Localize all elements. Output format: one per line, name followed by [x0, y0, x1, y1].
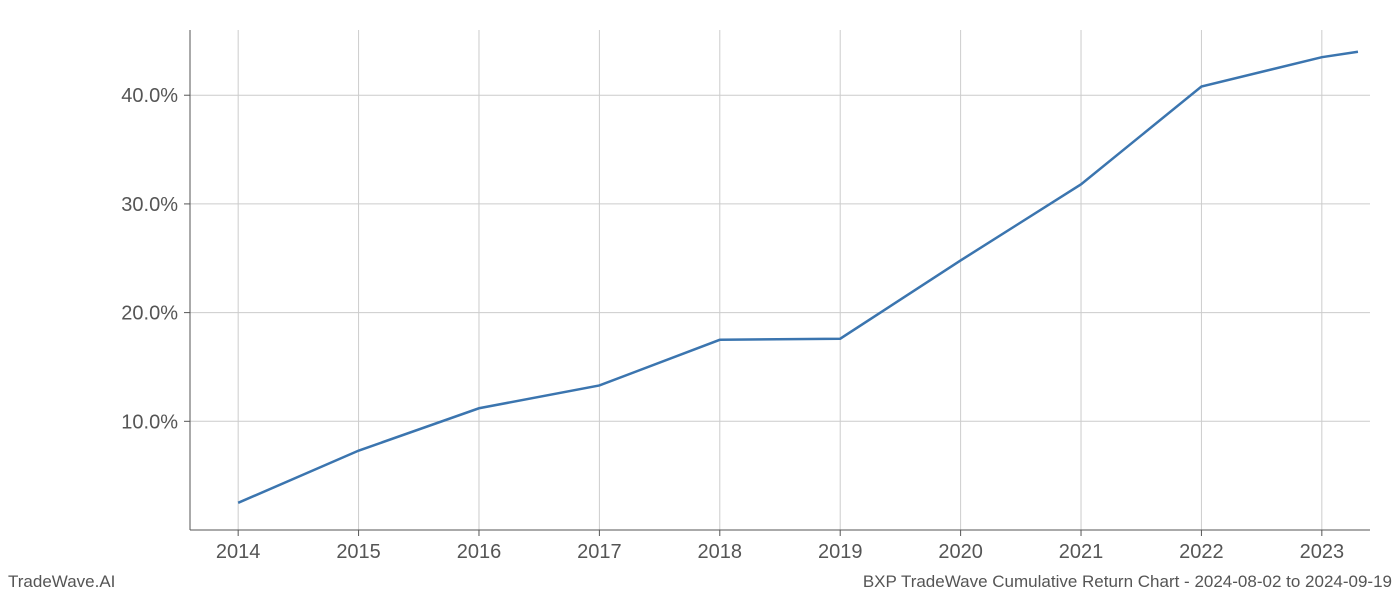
footer-brand: TradeWave.AI: [8, 572, 115, 592]
svg-text:30.0%: 30.0%: [121, 194, 178, 216]
svg-text:2018: 2018: [698, 541, 743, 563]
svg-text:2019: 2019: [818, 541, 863, 563]
svg-text:2020: 2020: [938, 541, 983, 563]
footer-caption: BXP TradeWave Cumulative Return Chart - …: [863, 572, 1392, 592]
svg-text:20.0%: 20.0%: [121, 303, 178, 325]
svg-text:2022: 2022: [1179, 541, 1224, 563]
svg-text:2016: 2016: [457, 541, 502, 563]
svg-text:40.0%: 40.0%: [121, 85, 178, 107]
line-chart: 2014 2015 2016 2017 2018 2019 2020 2021 2022 2023…: [0, 0, 1400, 600]
svg-text:2017: 2017: [577, 541, 622, 563]
svg-text:2023: 2023: [1300, 541, 1345, 563]
svg-text:2014: 2014: [216, 541, 261, 563]
svg-text:10.0%: 10.0%: [121, 411, 178, 433]
svg-text:2015: 2015: [336, 541, 381, 563]
svg-text:2021: 2021: [1059, 541, 1104, 563]
